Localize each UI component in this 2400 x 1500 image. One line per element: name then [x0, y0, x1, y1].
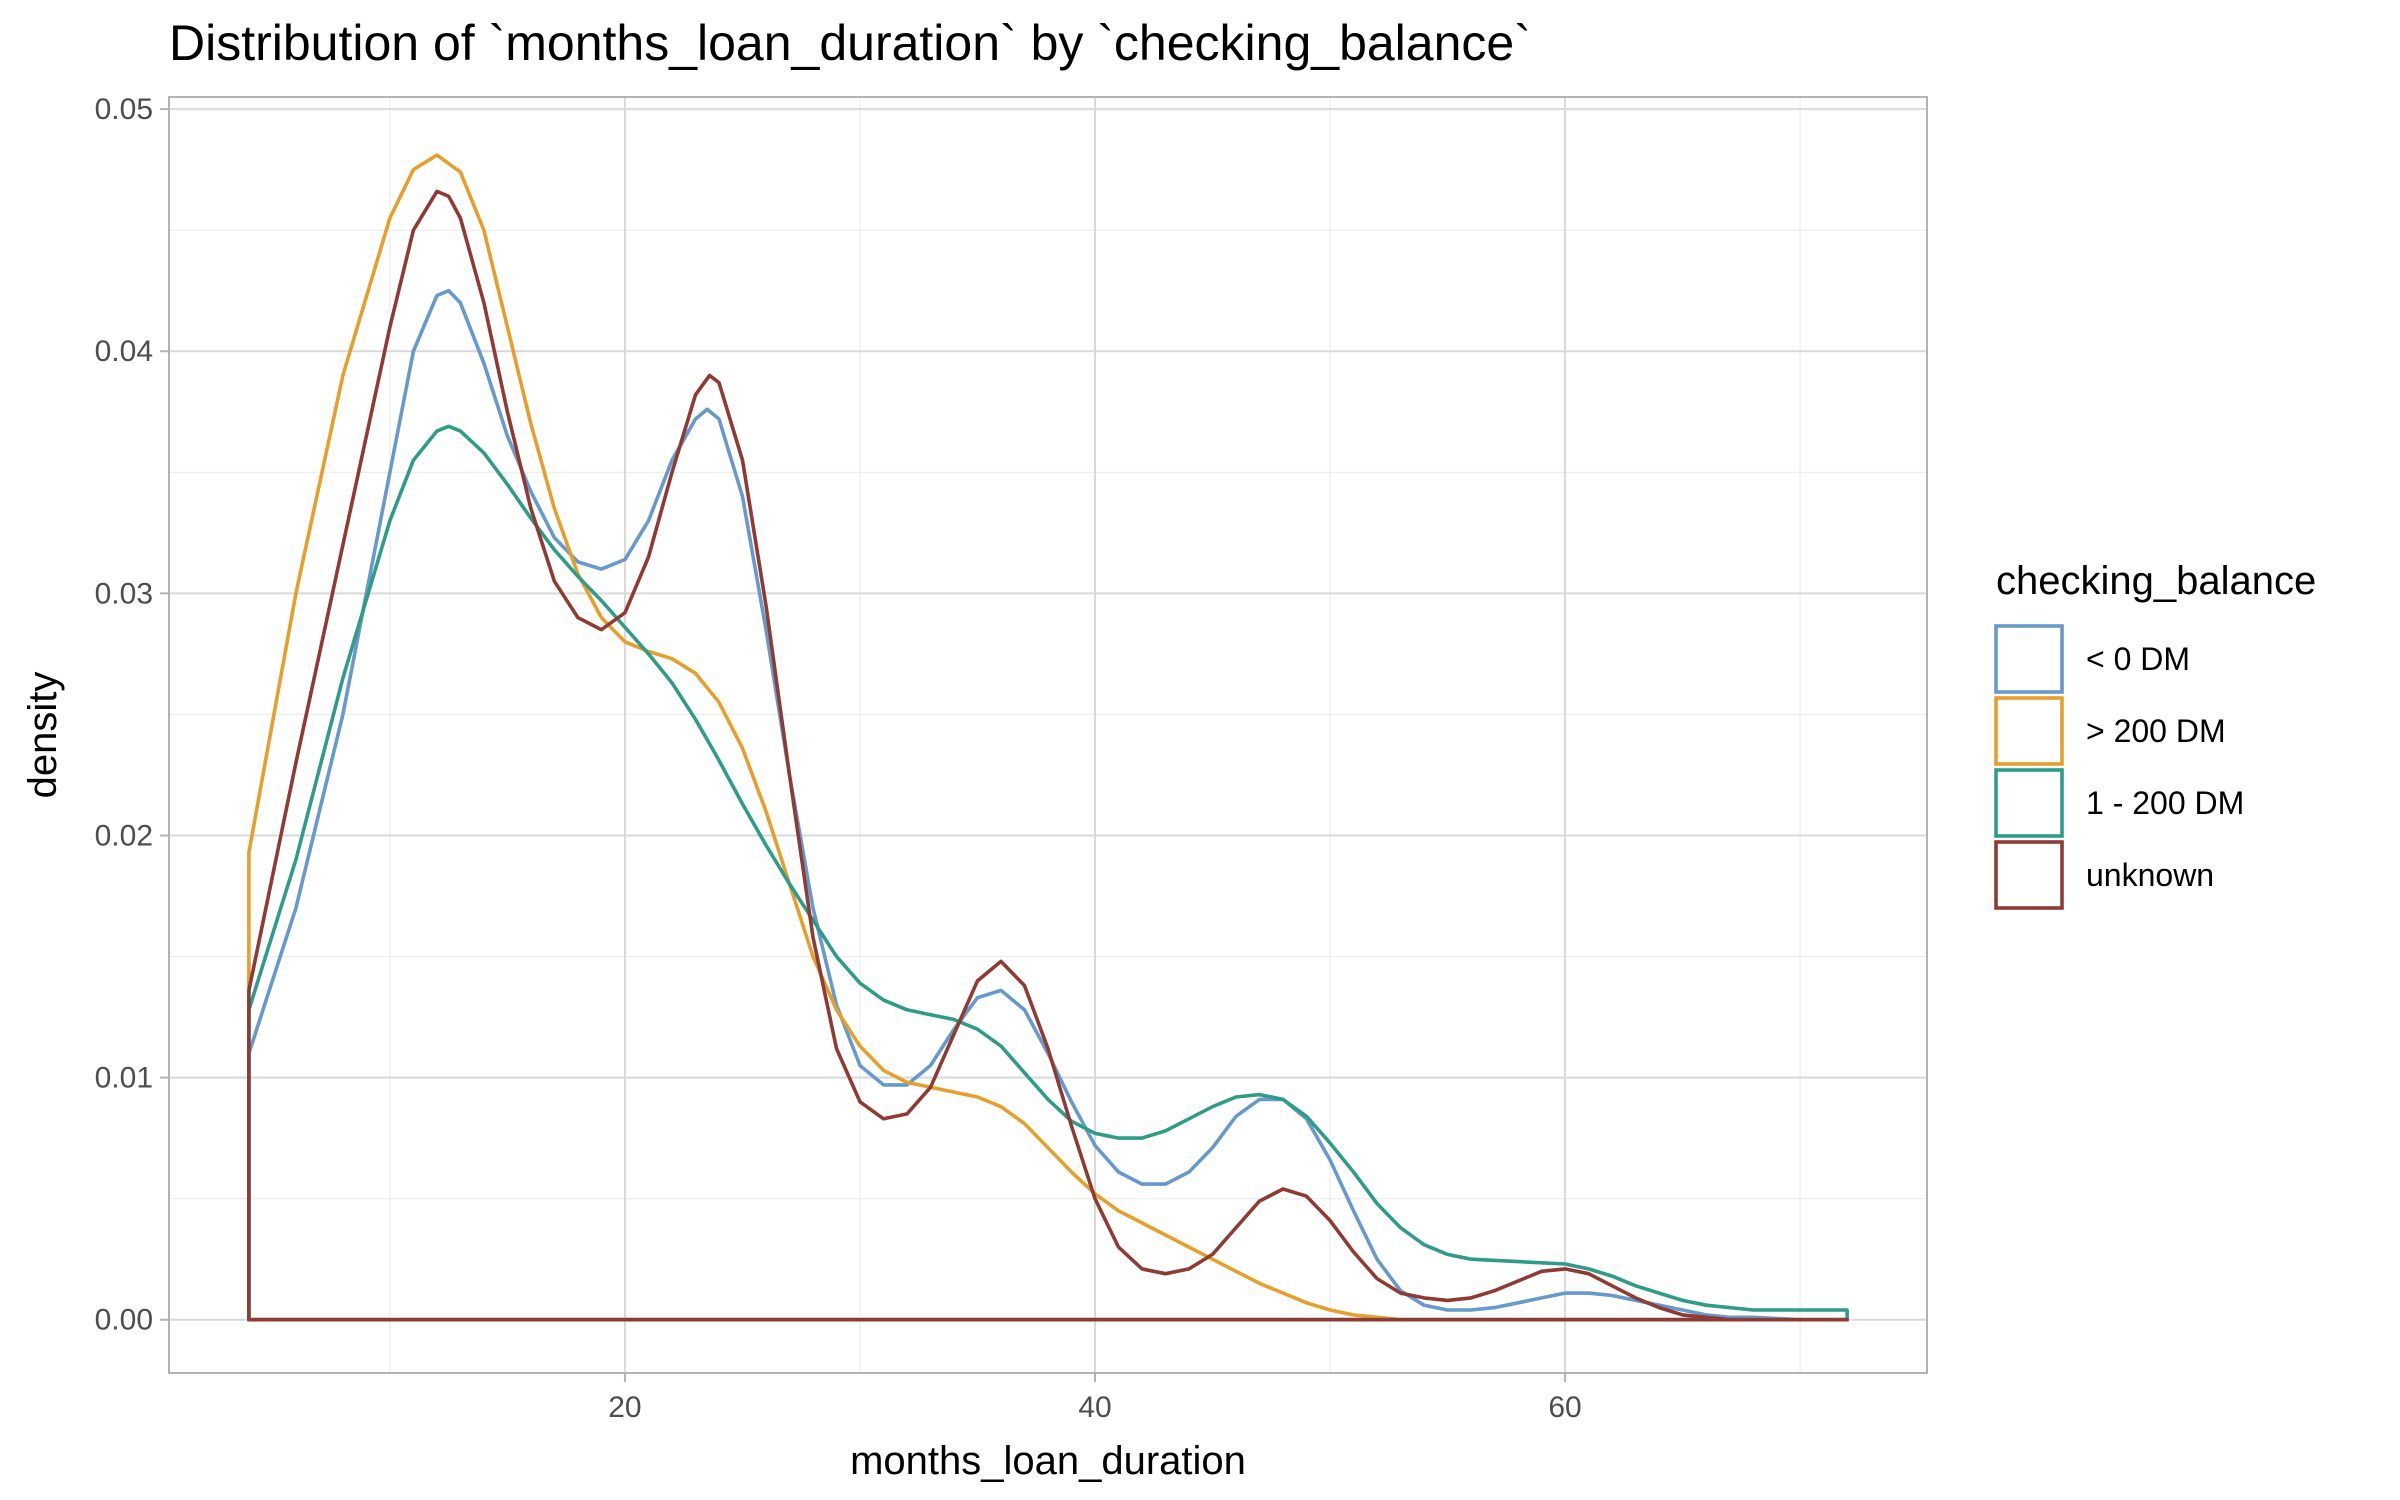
y-tick-label: 0.00 [95, 1304, 153, 1337]
legend-label: > 200 DM [2086, 713, 2226, 749]
grid [169, 97, 1927, 1373]
legend-label: < 0 DM [2086, 641, 2190, 677]
axes: 0.00 0.01 0.02 0.03 0.04 0.05 20 40 60 [95, 93, 1582, 1424]
y-tick-label: 0.01 [95, 1062, 153, 1095]
panel-border [168, 96, 1928, 1374]
x-tick-label: 20 [608, 1391, 641, 1424]
density-line-200-dm [247, 153, 1849, 1322]
legend-label: unknown [2086, 857, 2214, 893]
x-tick-label: 60 [1548, 1391, 1581, 1424]
series-lines [247, 153, 1849, 1322]
density-line-unknown [247, 189, 1849, 1322]
y-tick-label: 0.03 [95, 577, 153, 610]
legend-key [1994, 696, 2064, 766]
y-tick-label: 0.05 [95, 93, 153, 126]
legend-key [1994, 768, 2064, 838]
x-tick-label: 40 [1078, 1391, 1111, 1424]
y-tick-label: 0.02 [95, 819, 153, 852]
density-line-0-dm [247, 288, 1849, 1322]
y-axis-title: density [21, 672, 65, 799]
legend-key [1994, 840, 2064, 910]
legend-key [1994, 624, 2064, 694]
legend-items: < 0 DM > 200 DM 1 - 200 DM unknown [1994, 624, 2244, 910]
x-axis-title: months_loan_duration [850, 1439, 1246, 1483]
y-tick-label: 0.04 [95, 335, 153, 368]
density-line-1-200-dm [247, 424, 1849, 1322]
chart-title: Distribution of `months_loan_duration` b… [169, 15, 1531, 71]
legend-title: checking_balance [1996, 559, 2316, 603]
legend: checking_balance < 0 DM > 200 DM 1 - 200 D… [1994, 559, 2316, 910]
legend-label: 1 - 200 DM [2086, 785, 2244, 821]
